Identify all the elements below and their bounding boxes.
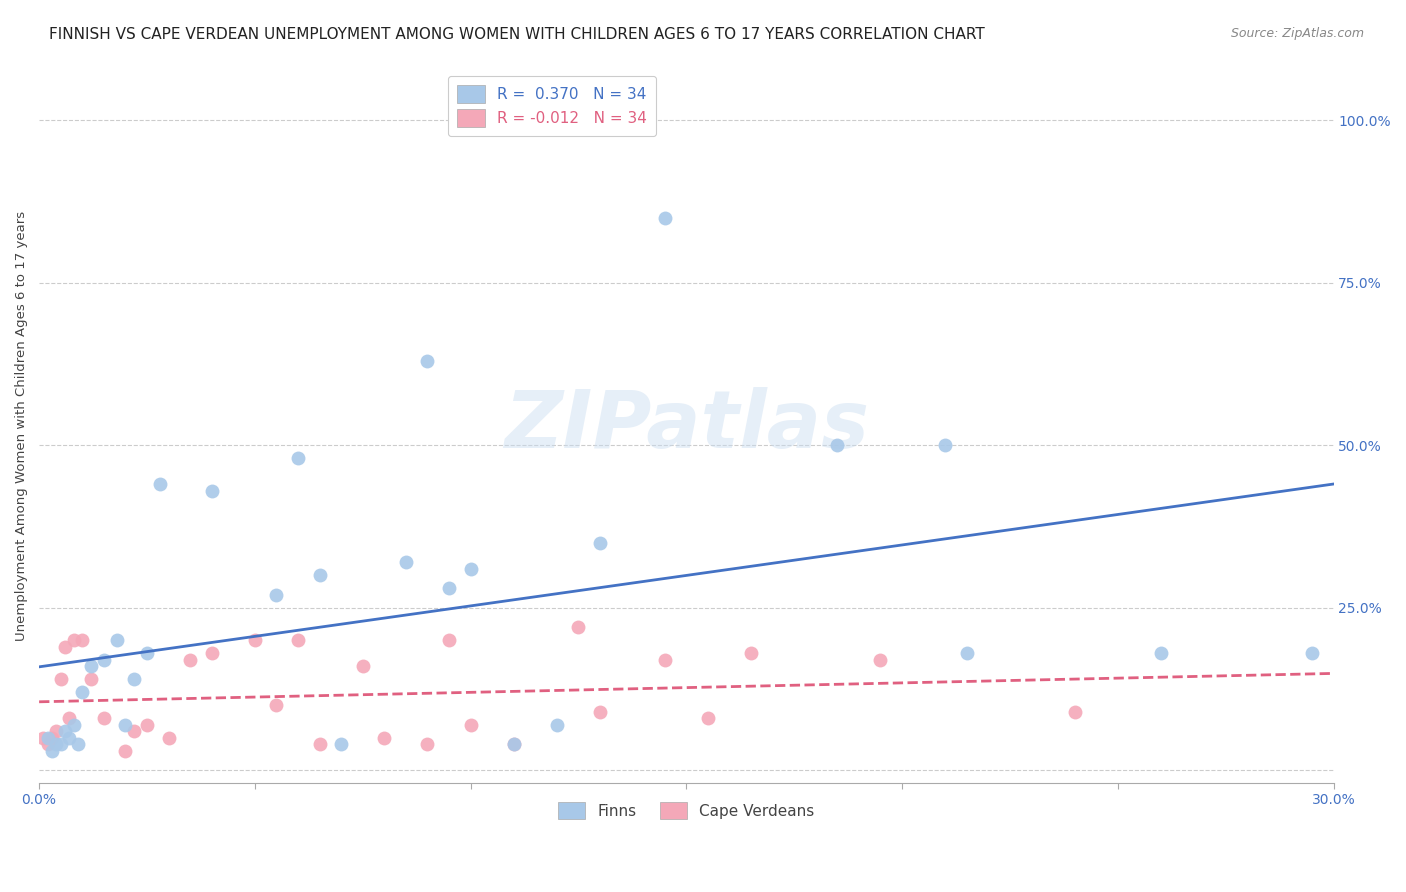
Point — [502, 737, 524, 751]
Point — [956, 646, 979, 660]
Point — [72, 685, 94, 699]
Point — [80, 672, 103, 686]
Point — [589, 535, 612, 549]
Point — [567, 620, 589, 634]
Point — [37, 731, 59, 745]
Point — [114, 717, 136, 731]
Point — [460, 562, 482, 576]
Point — [308, 568, 330, 582]
Point — [352, 659, 374, 673]
Point — [740, 646, 762, 660]
Point — [62, 633, 84, 648]
Point — [654, 211, 676, 225]
Point — [589, 705, 612, 719]
Point — [45, 737, 67, 751]
Point — [53, 724, 76, 739]
Point — [330, 737, 353, 751]
Point — [114, 743, 136, 757]
Point — [395, 555, 418, 569]
Point — [266, 698, 288, 712]
Point — [1063, 705, 1085, 719]
Point — [934, 438, 956, 452]
Point — [827, 438, 849, 452]
Point — [460, 717, 482, 731]
Point — [45, 724, 67, 739]
Point — [201, 483, 224, 498]
Point — [869, 652, 891, 666]
Text: Source: ZipAtlas.com: Source: ZipAtlas.com — [1230, 27, 1364, 40]
Point — [149, 477, 172, 491]
Point — [66, 737, 89, 751]
Point — [122, 672, 145, 686]
Point — [32, 731, 55, 745]
Point — [416, 354, 439, 368]
Point — [437, 581, 460, 595]
Point — [41, 743, 63, 757]
Text: FINNISH VS CAPE VERDEAN UNEMPLOYMENT AMONG WOMEN WITH CHILDREN AGES 6 TO 17 YEAR: FINNISH VS CAPE VERDEAN UNEMPLOYMENT AMO… — [49, 27, 986, 42]
Text: ZIPatlas: ZIPatlas — [503, 387, 869, 465]
Point — [437, 633, 460, 648]
Legend: Finns, Cape Verdeans: Finns, Cape Verdeans — [551, 796, 821, 825]
Point — [49, 672, 72, 686]
Point — [654, 652, 676, 666]
Point — [72, 633, 94, 648]
Point — [287, 633, 309, 648]
Point — [1150, 646, 1173, 660]
Point — [49, 737, 72, 751]
Point — [93, 711, 115, 725]
Point — [105, 633, 128, 648]
Point — [696, 711, 718, 725]
Point — [37, 737, 59, 751]
Point — [157, 731, 180, 745]
Point — [58, 731, 80, 745]
Point — [287, 451, 309, 466]
Point — [266, 588, 288, 602]
Point — [136, 646, 159, 660]
Point — [201, 646, 224, 660]
Point — [41, 731, 63, 745]
Point — [122, 724, 145, 739]
Point — [546, 717, 568, 731]
Point — [179, 652, 201, 666]
Point — [502, 737, 524, 751]
Point — [80, 659, 103, 673]
Point — [373, 731, 395, 745]
Point — [58, 711, 80, 725]
Point — [136, 717, 159, 731]
Point — [416, 737, 439, 751]
Point — [93, 652, 115, 666]
Point — [53, 640, 76, 654]
Point — [308, 737, 330, 751]
Point — [243, 633, 266, 648]
Point — [62, 717, 84, 731]
Point — [1301, 646, 1323, 660]
Y-axis label: Unemployment Among Women with Children Ages 6 to 17 years: Unemployment Among Women with Children A… — [15, 211, 28, 640]
